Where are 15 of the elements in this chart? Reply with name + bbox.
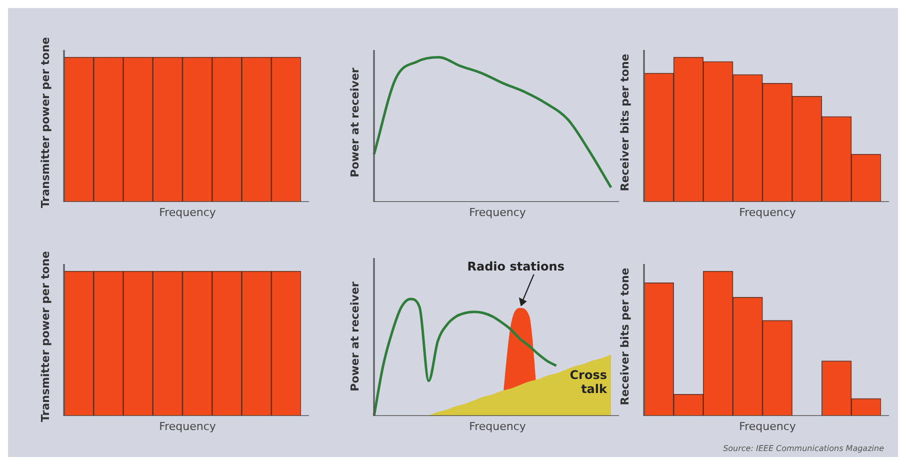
x-axis-title: Frequency — [158, 206, 217, 219]
y-axis-title: Transmitter power per tone — [38, 36, 52, 208]
y-axis-title: Receiver bits per tone — [618, 53, 632, 191]
text: Radio stations — [467, 259, 564, 274]
source-note: Source: IEEE Communications Magazine — [723, 444, 884, 453]
y-axis-title: Receiver bits per tone — [618, 267, 632, 405]
x-axis-title: Frequency — [158, 420, 217, 433]
x-axis-title: Frequency — [738, 420, 797, 433]
series-label: Cross talk — [570, 368, 608, 396]
y-axis-title: Transmitter power per tone — [38, 250, 52, 422]
x-axis-title: Frequency — [468, 206, 527, 219]
x-axis-title: Frequency — [738, 206, 797, 219]
x-axis-title: Frequency — [468, 420, 527, 433]
y-axis-title: Power at receiver — [348, 281, 362, 391]
y-axis-title: Power at receiver — [348, 67, 362, 177]
